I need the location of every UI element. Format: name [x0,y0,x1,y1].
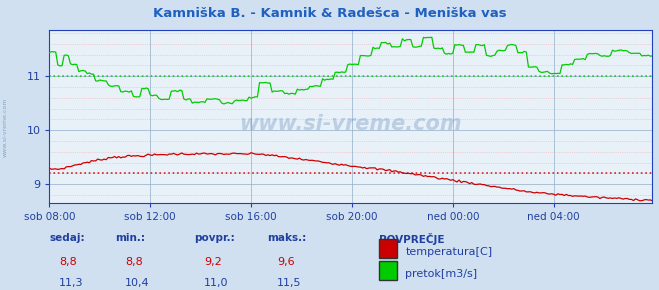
Text: POVPREČJE: POVPREČJE [379,233,444,245]
Text: 10,4: 10,4 [125,278,150,288]
Text: 11,3: 11,3 [59,278,84,288]
Text: 11,5: 11,5 [277,278,301,288]
Text: maks.:: maks.: [267,233,306,243]
Text: 9,2: 9,2 [204,257,222,267]
Text: 8,8: 8,8 [59,257,77,267]
Text: 9,6: 9,6 [277,257,295,267]
Text: 8,8: 8,8 [125,257,143,267]
Text: min.:: min.: [115,233,146,243]
Text: www.si-vreme.com: www.si-vreme.com [3,98,8,157]
Text: sedaj:: sedaj: [49,233,85,243]
Text: 11,0: 11,0 [204,278,229,288]
Text: temperatura[C]: temperatura[C] [405,247,492,257]
Text: www.si-vreme.com: www.si-vreme.com [240,114,462,134]
Text: povpr.:: povpr.: [194,233,235,243]
Text: pretok[m3/s]: pretok[m3/s] [405,269,477,279]
Text: Kamniška B. - Kamnik & Radešca - Meniška vas: Kamniška B. - Kamnik & Radešca - Meniška… [153,7,506,20]
